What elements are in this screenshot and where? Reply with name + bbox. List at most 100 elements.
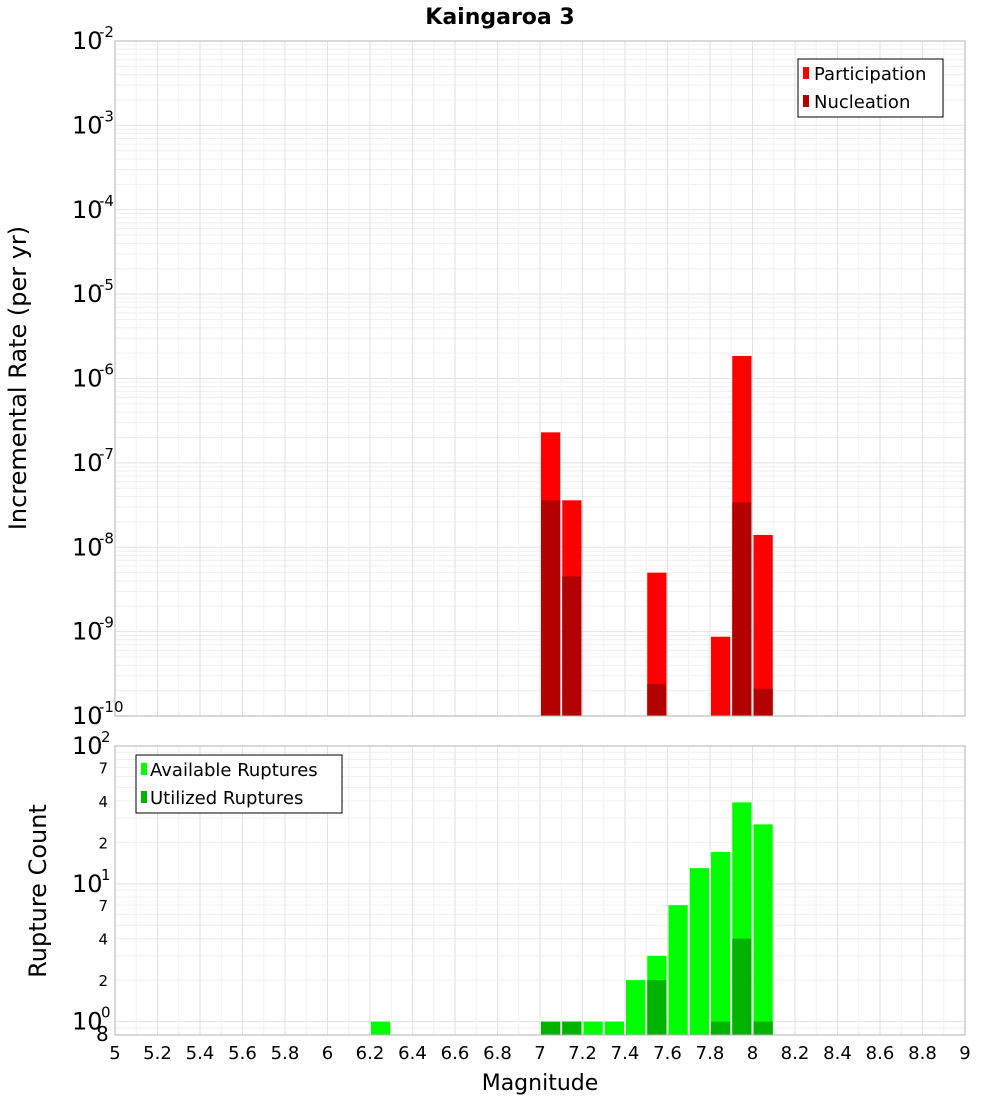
rate-y-tick-label: 10-6 (72, 361, 114, 393)
rate-y-tick-base: 10 (72, 702, 103, 730)
rate-y-tick-exponent: -4 (99, 192, 114, 210)
utilized-legend-swatch (141, 791, 147, 803)
x-axis-label: Magnitude (482, 1071, 599, 1096)
count-y-tick-exponent: 0 (101, 1004, 111, 1022)
rate-y-tick-label: 10-9 (72, 614, 114, 646)
rate-y-tick-base: 10 (72, 365, 103, 393)
magnitude-x-tick-label: 8.2 (781, 1043, 810, 1064)
rate-legend: Participation Nucleation (797, 58, 944, 118)
utilized-ruptures-bar (562, 1021, 582, 1035)
rate-y-tick-exponent: -3 (99, 107, 114, 125)
nucleation-bar (541, 500, 561, 716)
count-y-tick-exponent: 1 (101, 866, 111, 884)
count-y-tick-label: 102 (72, 728, 111, 760)
magnitude-x-tick-label: 5.6 (228, 1043, 257, 1064)
count-plot-bars (371, 802, 773, 1035)
available-ruptures-bar (689, 868, 709, 1035)
rate-plot: 10-210-310-410-510-610-710-810-910-10 In… (4, 23, 966, 730)
available-ruptures-bar (371, 1021, 391, 1035)
magnitude-x-tick-label: 7.4 (611, 1043, 640, 1064)
available-ruptures-bar (604, 1021, 624, 1035)
count-y-minor-tick: 4 (98, 931, 108, 949)
count-plot-frame (114, 745, 966, 1036)
available-ruptures-bar (668, 905, 688, 1035)
rate-y-tick-exponent: -5 (99, 276, 114, 294)
utilized-ruptures-bar (711, 1021, 731, 1035)
rate-y-tick-base: 10 (72, 533, 103, 561)
rate-y-tick-label: 10-8 (72, 529, 114, 561)
magnitude-x-ticks: 5 5.2 5.4 5.6 5.8 6 6.2 6.4 6.6 6.8 7 7.2 7.4 7.6 7.8 8… (109, 1043, 970, 1064)
participation-bar (647, 572, 667, 716)
rate-y-tick-exponent: -8 (99, 529, 114, 547)
nucleation-legend-label: Nucleation (814, 92, 910, 113)
rate-y-tick-base: 10 (72, 280, 103, 308)
magnitude-x-tick-label: 6.4 (398, 1043, 427, 1064)
magnitude-x-tick-label: 5.4 (186, 1043, 215, 1064)
count-y-tick-base: 10 (72, 1008, 103, 1036)
rate-y-tick-label: 10-10 (72, 698, 124, 730)
count-y-minor-tick: 2 (98, 972, 108, 990)
magnitude-x-tick-label: 8 (747, 1043, 758, 1064)
magnitude-x-tick-label: 6.8 (483, 1043, 512, 1064)
magnitude-x-tick-label: 5 (109, 1043, 120, 1064)
rate-y-ticks: 10-210-310-410-510-610-710-810-910-10 (72, 23, 124, 730)
rate-y-tick-exponent: -9 (99, 614, 114, 632)
rate-plot-frame (114, 40, 966, 717)
magnitude-x-tick-label: 5.2 (143, 1043, 172, 1064)
magnitude-x-tick-label: 7 (534, 1043, 545, 1064)
rate-plot-grid (114, 41, 966, 717)
magnitude-x-tick-label: 6.6 (441, 1043, 470, 1064)
nucleation-bar (732, 502, 752, 716)
count-legend: Available Ruptures Utilized Ruptures (135, 754, 343, 814)
rate-legend-box (797, 58, 944, 118)
rate-y-axis-label: Incremental Rate (per yr) (4, 226, 32, 530)
magnitude-x-tick-label: 8.8 (908, 1043, 937, 1064)
nucleation-legend-swatch (803, 95, 809, 107)
participation-bar (711, 636, 731, 716)
count-y-tick-label: 101 (72, 866, 111, 898)
rate-y-tick-label: 10-7 (72, 445, 114, 477)
utilized-legend-label: Utilized Ruptures (150, 788, 303, 809)
magnitude-x-tick-label: 6.2 (356, 1043, 385, 1064)
available-legend-label: Available Ruptures (150, 760, 318, 781)
count-y-axis-label: Rupture Count (24, 804, 52, 978)
rate-y-tick-label: 10-3 (72, 107, 114, 139)
available-legend-swatch (141, 763, 147, 775)
available-ruptures-bar (626, 980, 646, 1035)
count-y-minor-tick: 7 (98, 897, 108, 915)
magnitude-x-tick-label: 6 (322, 1043, 333, 1064)
rate-y-tick-exponent: -10 (99, 698, 124, 716)
available-ruptures-bar (583, 1021, 603, 1035)
rate-y-tick-exponent: -7 (99, 445, 114, 463)
magnitude-x-tick-label: 7.2 (568, 1043, 597, 1064)
rate-y-tick-label: 10-5 (72, 276, 114, 308)
count-y-tick-base: 10 (72, 732, 103, 760)
participation-legend-label: Participation (814, 64, 926, 85)
count-y-minor-tick: 8 (96, 1022, 109, 1046)
count-legend-box (135, 754, 343, 814)
count-y-minor-tick: 7 (98, 759, 108, 777)
count-y-tick-exponent: 2 (101, 728, 111, 746)
rate-y-tick-base: 10 (72, 196, 103, 224)
chart-title: Kaingaroa 3 (425, 5, 574, 30)
magnitude-x-tick-label: 5.8 (271, 1043, 300, 1064)
magnitude-x-tick-label: 8.6 (866, 1043, 895, 1064)
participation-bar (753, 534, 773, 716)
nucleation-bar (647, 683, 667, 716)
rate-y-tick-base: 10 (72, 111, 103, 139)
rate-y-tick-base: 10 (72, 618, 103, 646)
utilized-ruptures-bar (647, 980, 667, 1035)
rate-y-tick-base: 10 (72, 449, 103, 477)
rate-y-tick-exponent: -2 (99, 23, 114, 41)
rate-y-tick-exponent: -6 (99, 361, 114, 379)
magnitude-x-tick-label: 7.8 (696, 1043, 725, 1064)
count-y-tick-base: 10 (72, 870, 103, 898)
participation-legend-swatch (803, 67, 809, 79)
magnitude-x-tick-label: 9 (959, 1043, 970, 1064)
magnitude-x-tick-label: 7.6 (653, 1043, 682, 1064)
count-y-tick-label: 100 (72, 1004, 111, 1036)
magnitude-x-tick-label: 8.4 (823, 1043, 852, 1064)
